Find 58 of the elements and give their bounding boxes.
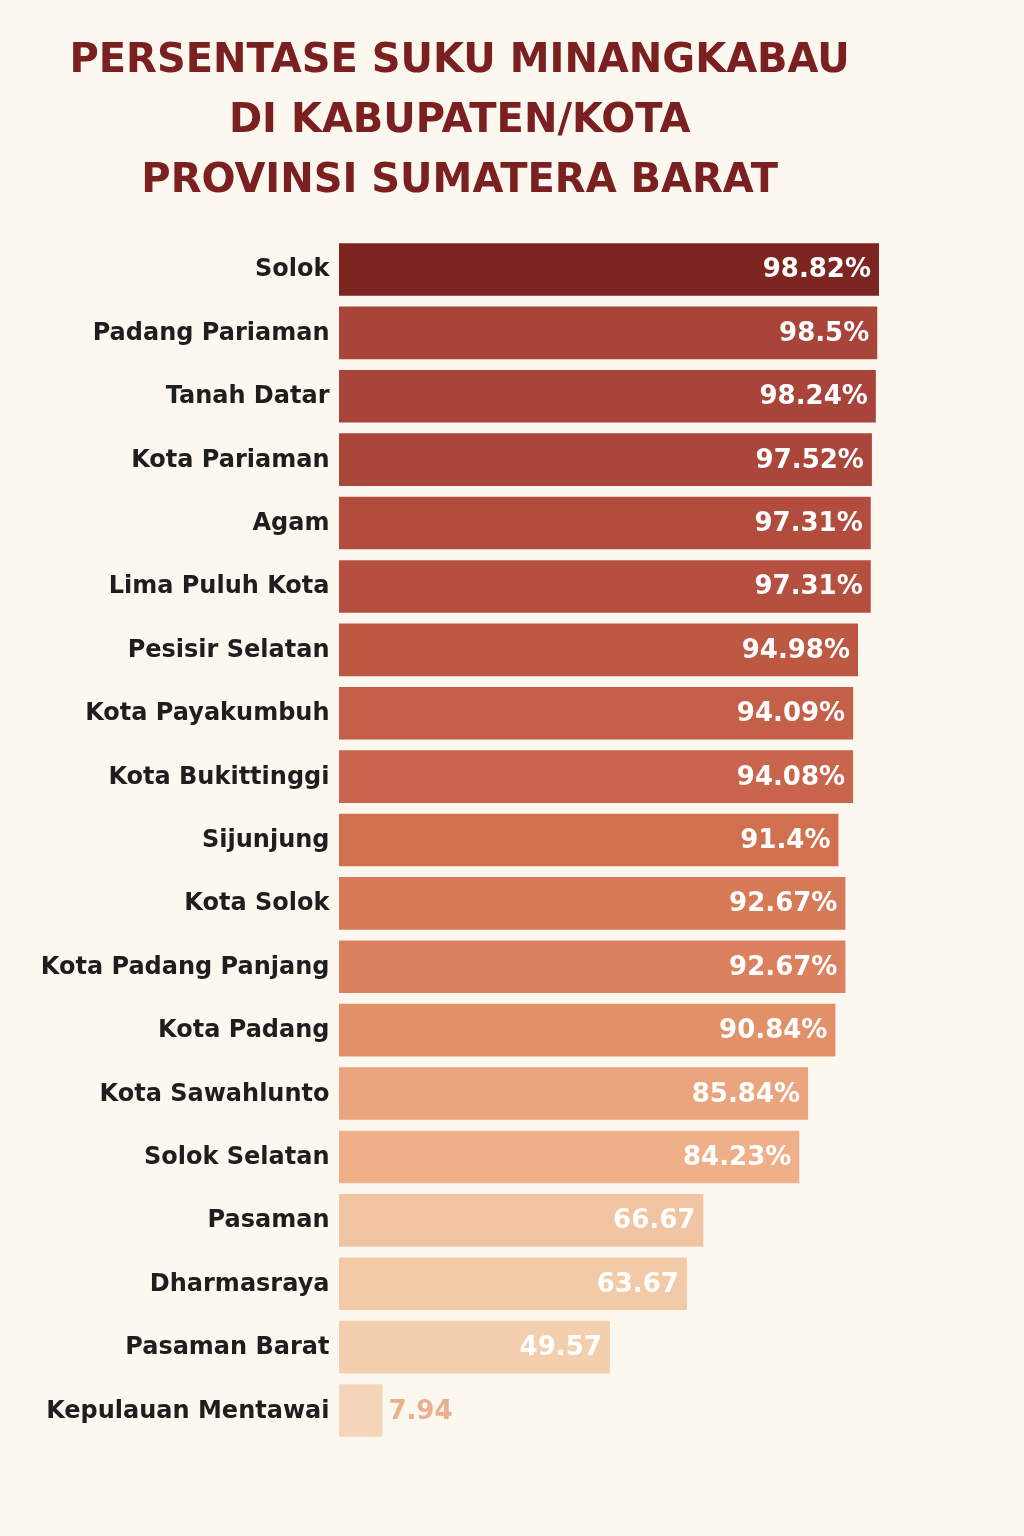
y-tick-label: Solok Selatan: [143, 1141, 330, 1170]
y-tick-label: Kota Pariaman: [131, 444, 330, 473]
bar: [339, 877, 846, 930]
data-label: 49.57: [519, 1331, 602, 1362]
data-label: 85.84%: [691, 1077, 801, 1108]
bar: [339, 1320, 610, 1374]
bar: [339, 433, 872, 486]
bar: [339, 1384, 383, 1437]
y-tick-label: Dharmasraya: [149, 1268, 330, 1297]
data-label: 94.98%: [741, 633, 851, 664]
bar: [339, 1194, 704, 1247]
data-label: 97.31%: [754, 507, 863, 538]
y-tick-label: Kota Payakumbuh: [85, 698, 330, 727]
y-tick-label: Tanah Datar: [165, 381, 330, 410]
y-tick-label: Pesisir Selatan: [127, 634, 330, 663]
data-label: 97.52%: [755, 443, 864, 474]
data-label: 92.67%: [729, 887, 838, 918]
data-label: 98.5%: [779, 316, 870, 347]
data-label: 7.94: [388, 1394, 453, 1425]
bar: [339, 940, 846, 994]
data-label: 63.67: [596, 1267, 679, 1298]
y-tick-label: Pasaman: [207, 1205, 330, 1234]
bar: [339, 1130, 800, 1184]
y-tick-label: Kota Solok: [184, 888, 331, 917]
y-tick-label: Agam: [252, 508, 330, 537]
data-label: 92.67%: [729, 950, 838, 981]
data-label: 91.4%: [740, 824, 831, 854]
data-label: 97.31%: [754, 570, 863, 601]
bar: [339, 1067, 809, 1120]
y-tick-label: Lima Puluh Kota: [108, 571, 330, 600]
bar: [339, 623, 859, 677]
bar: [339, 750, 854, 803]
y-tick-label: Kota Padang: [158, 1015, 330, 1044]
y-tick-label: Solok: [255, 254, 331, 283]
y-tick-label: Kepulauan Mentawai: [46, 1395, 330, 1424]
data-label: 98.82%: [762, 253, 871, 284]
y-tick-label: Sijunjung: [202, 825, 330, 853]
data-label: 94.09%: [736, 697, 846, 728]
y-tick-label: Kota Bukittinggi: [108, 761, 330, 790]
bar: [339, 813, 839, 867]
data-label: 98.24%: [759, 380, 868, 411]
y-tick-label: Kota Sawahlunto: [99, 1078, 330, 1107]
y-tick-label: Pasaman Barat: [125, 1332, 330, 1361]
bar: [339, 369, 876, 423]
bar: [339, 686, 854, 740]
bar: [339, 1003, 836, 1057]
data-label: 90.84%: [719, 1014, 828, 1045]
bar: [339, 306, 878, 360]
bar: [339, 1257, 687, 1311]
bar: [339, 560, 871, 613]
data-label: 84.23%: [682, 1140, 792, 1171]
y-tick-label: Padang Pariaman: [92, 317, 330, 346]
bar: [339, 496, 871, 550]
chart-title: PERSENTASE SUKU MINANGKABAU DI KABUPATEN/KOTA PROVINSI SUMATERA BARAT: [69, 35, 850, 201]
y-tick-label: Kota Padang Panjang: [40, 951, 330, 980]
bar: [339, 243, 879, 296]
data-label: 94.08%: [736, 760, 846, 791]
data-label: 66.67: [613, 1204, 696, 1235]
